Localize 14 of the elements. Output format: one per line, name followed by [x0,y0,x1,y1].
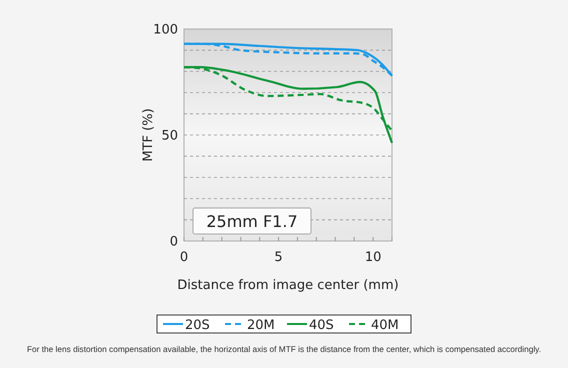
legend-label: 40S [309,318,334,333]
legend-label: 20M [247,318,275,333]
x-axis-title: Distance from image center (mm) [177,278,399,293]
y-axis-title: MTF (%) [141,108,156,162]
x-tick-label: 0 [180,250,188,265]
legend-label: 40M [371,318,399,333]
y-tick-label: 100 [153,22,178,38]
annotation: 25mm F1.7 [206,212,298,231]
x-tick-label: 10 [364,250,382,265]
text: For the lens distortion compensation available, the horizontal axis of MTF is the distance from the center, which is compensated accordingly. [26,344,542,354]
y-tick-label: 0 [170,234,178,250]
y-tick-label: 50 [161,128,178,144]
x-tick-label: 5 [274,250,283,265]
legend-label: 20S [185,318,210,333]
